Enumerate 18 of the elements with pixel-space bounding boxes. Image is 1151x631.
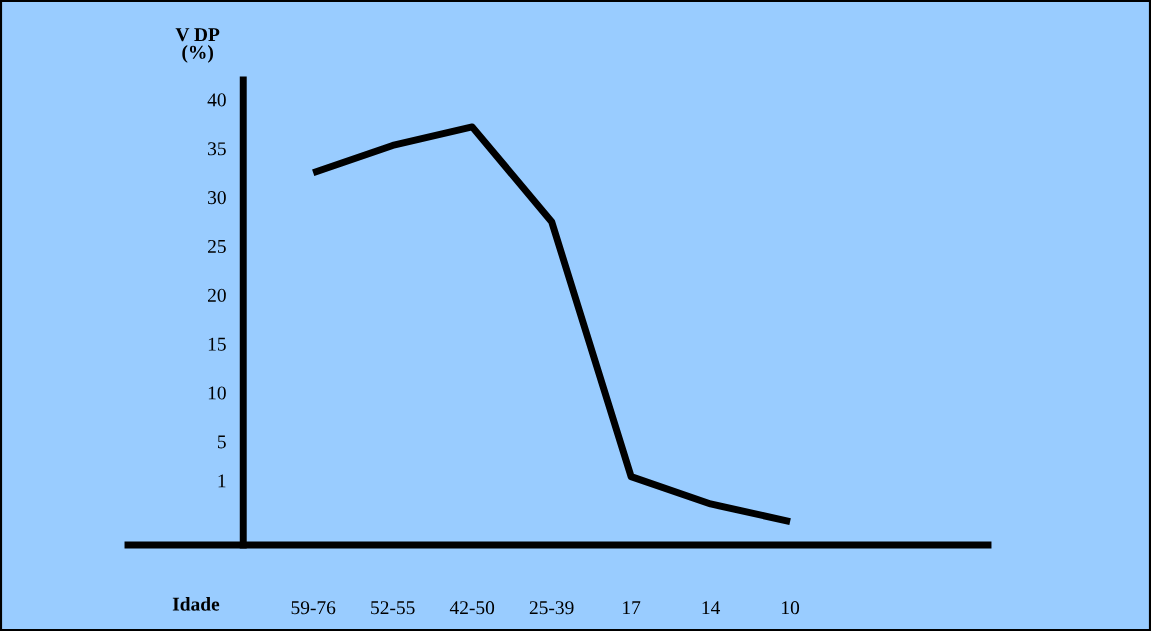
- x-tick-label: 17: [623, 601, 641, 615]
- x-tick-label: 25-39: [529, 601, 574, 615]
- y-tick-label: 30: [208, 191, 226, 205]
- y-tick-label: 25: [207, 239, 226, 254]
- y-tick-label: 10: [208, 386, 226, 400]
- y-axis-title: V DP (%): [175, 28, 220, 63]
- y-tick-label: 5: [217, 435, 226, 449]
- y-tick-label: 40: [207, 93, 226, 107]
- y-tick-label: 20: [207, 288, 226, 302]
- x-tick-label: 10: [782, 601, 800, 615]
- x-axis-title: Idade: [172, 597, 220, 611]
- x-tick-label: 14: [702, 601, 721, 615]
- y-tick-label: 1: [218, 474, 226, 488]
- y-tick-label: 35: [208, 142, 226, 156]
- x-tick-label: 42-50: [449, 601, 495, 615]
- x-tick-label: 52-55: [371, 601, 415, 615]
- y-tick-label: 15: [208, 337, 226, 351]
- x-tick-label: 59-76: [291, 601, 336, 615]
